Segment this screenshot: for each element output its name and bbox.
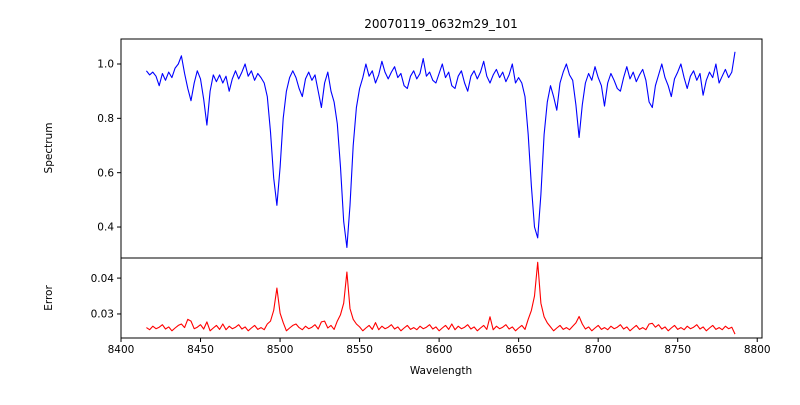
x-tick-label: 8450 (187, 344, 214, 356)
y-tick-label: 0.8 (97, 113, 114, 125)
y-tick-label: 0.04 (91, 273, 115, 285)
spectrum-panel-frame (120, 38, 763, 259)
error-line (146, 261, 736, 335)
y-tick-label: 0.03 (91, 309, 114, 321)
plot-area: 0.4 0.6 0.8 1.0 0.03 0.04 8400 8450 8500 8550 8600… (91, 38, 771, 356)
x-axis-label: Wavelength (410, 365, 472, 377)
chart-title: 20070119_0632m29_101 (364, 17, 517, 31)
x-tick-label: 8750 (664, 344, 691, 356)
x-tick-label: 8550 (346, 344, 373, 356)
y-tick-label: 0.6 (97, 167, 114, 179)
x-tick-label: 8600 (426, 344, 453, 356)
x-tick-label: 8650 (505, 344, 532, 356)
x-tick-label: 8400 (108, 344, 135, 356)
x-tick-label: 8700 (585, 344, 612, 356)
spectrum-line (145, 51, 736, 248)
x-tick-label: 8500 (267, 344, 294, 356)
y-tick-label: 1.0 (97, 59, 114, 71)
y-tick-label: 0.4 (97, 222, 114, 234)
y-axis-label-error: Error (43, 285, 55, 311)
x-tick-label: 8800 (744, 344, 771, 356)
y-axis-label-spectrum: Spectrum (43, 123, 55, 174)
error-panel-frame (120, 257, 763, 339)
